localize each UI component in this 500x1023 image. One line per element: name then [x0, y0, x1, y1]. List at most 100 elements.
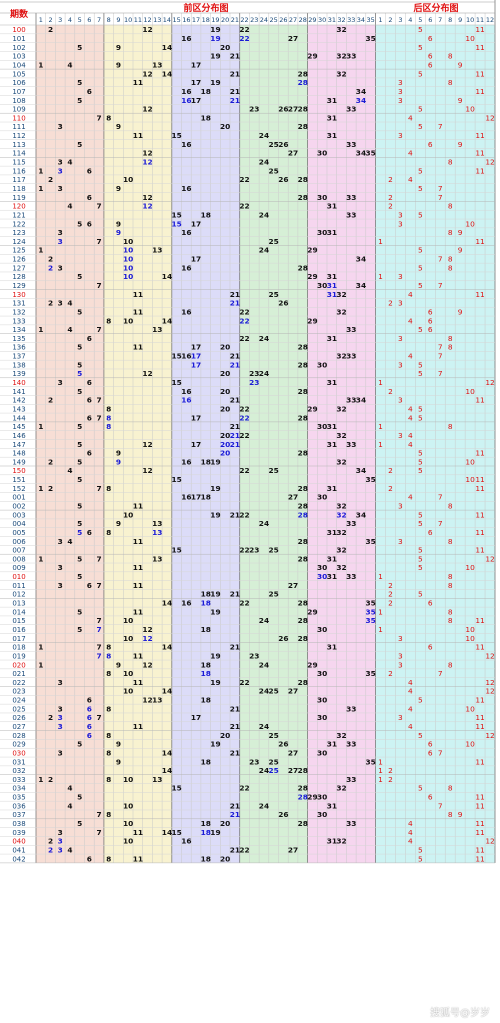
back-number: 8 — [448, 78, 453, 87]
front-number: 22 — [239, 845, 249, 854]
back-number: 11 — [475, 510, 485, 519]
front-zone-1-bg — [36, 25, 104, 863]
issue-label: 140 — [12, 379, 25, 387]
back-number: 12 — [485, 687, 494, 696]
front-number: 31 — [327, 643, 337, 652]
front-number: 32 — [336, 290, 346, 299]
front-col-header: 10 — [124, 16, 132, 24]
front-number: 21 — [230, 69, 240, 78]
issue-label: 147 — [12, 441, 25, 449]
front-number: 3 — [58, 537, 63, 546]
back-number: 8 — [448, 537, 453, 546]
front-number: 34 — [356, 510, 366, 519]
front-number: 7 — [96, 554, 101, 563]
front-number: 5 — [77, 519, 82, 528]
front-number: 10 — [123, 616, 133, 625]
front-number: 9 — [116, 660, 121, 669]
front-number: 1 — [38, 484, 43, 493]
front-number: 11 — [133, 502, 143, 511]
front-number: 26 — [278, 105, 288, 114]
front-number: 21 — [230, 704, 240, 713]
front-number: 11 — [133, 607, 143, 616]
back-number: 3 — [398, 634, 403, 643]
front-number: 5 — [77, 457, 82, 466]
front-number: 14 — [162, 687, 172, 696]
front-number: 32 — [336, 404, 346, 413]
front-number: 22 — [239, 202, 249, 211]
back-number: 6 — [428, 307, 433, 316]
front-number: 32 — [336, 510, 346, 519]
back-number: 2 — [388, 299, 393, 308]
front-number: 8 — [106, 775, 111, 784]
front-number: 28 — [298, 793, 308, 802]
back-number: 7 — [438, 193, 443, 202]
back-number: 2 — [388, 599, 393, 608]
front-number: 9 — [116, 184, 121, 193]
back-number: 2 — [388, 590, 393, 599]
issue-label: 022 — [12, 679, 25, 687]
front-number: 10 — [123, 775, 133, 784]
front-number: 25 — [269, 766, 279, 775]
front-number: 24 — [259, 131, 269, 140]
back-col-header: 11 — [476, 16, 484, 24]
front-number: 35 — [366, 599, 376, 608]
front-number: 4 — [67, 537, 72, 546]
back-number: 4 — [408, 440, 413, 449]
front-number: 25 — [269, 140, 279, 149]
front-number: 35 — [366, 475, 376, 484]
front-number: 19 — [210, 590, 220, 599]
issue-label: 139 — [12, 370, 25, 378]
front-number: 8 — [106, 854, 111, 863]
issue-label: 028 — [12, 732, 25, 740]
back-number: 3 — [398, 87, 403, 96]
back-number: 3 — [398, 219, 403, 228]
front-number: 26 — [278, 175, 288, 184]
front-col-header: 34 — [357, 16, 365, 24]
back-number: 7 — [438, 748, 443, 757]
front-number: 33 — [346, 519, 356, 528]
front-number: 16 — [181, 599, 191, 608]
front-number: 13 — [152, 696, 162, 705]
front-number: 30 — [317, 493, 327, 502]
back-number: 5 — [418, 325, 423, 334]
back-number: 10 — [465, 625, 475, 634]
back-number: 1 — [378, 775, 383, 784]
front-number: 12 — [142, 25, 152, 34]
front-number: 20 — [220, 122, 230, 131]
back-number: 3 — [398, 537, 403, 546]
issue-label: 027 — [12, 723, 25, 731]
front-number: 16 — [181, 96, 191, 105]
front-number: 12 — [142, 634, 152, 643]
front-number: 28 — [298, 599, 308, 608]
front-number: 26 — [278, 634, 288, 643]
issue-label: 031 — [12, 758, 25, 766]
back-col-header: 4 — [408, 16, 412, 24]
back-number: 8 — [448, 784, 453, 793]
back-number: 4 — [408, 431, 413, 440]
front-number: 35 — [366, 537, 376, 546]
back-number: 10 — [465, 457, 475, 466]
front-number: 13 — [152, 554, 162, 563]
front-number: 34 — [356, 96, 366, 105]
front-number: 7 — [96, 237, 101, 246]
front-number: 22 — [239, 546, 249, 555]
front-col-header: 11 — [134, 16, 142, 24]
front-number: 7 — [96, 828, 101, 837]
front-number: 5 — [77, 625, 82, 634]
front-col-header: 15 — [173, 16, 181, 24]
front-number: 3 — [58, 378, 63, 387]
back-number: 11 — [475, 722, 485, 731]
front-number: 5 — [77, 793, 82, 802]
front-number: 28 — [298, 537, 308, 546]
back-number: 2 — [388, 193, 393, 202]
grid-lines — [0, 0, 496, 864]
issue-label: 015 — [12, 617, 25, 625]
back-number: 5 — [418, 166, 423, 175]
front-number: 11 — [133, 651, 143, 660]
front-number: 14 — [162, 316, 172, 325]
back-number: 11 — [475, 25, 485, 34]
front-number: 7 — [96, 810, 101, 819]
front-zone-5-bg — [307, 25, 376, 863]
front-number: 1 — [38, 643, 43, 652]
